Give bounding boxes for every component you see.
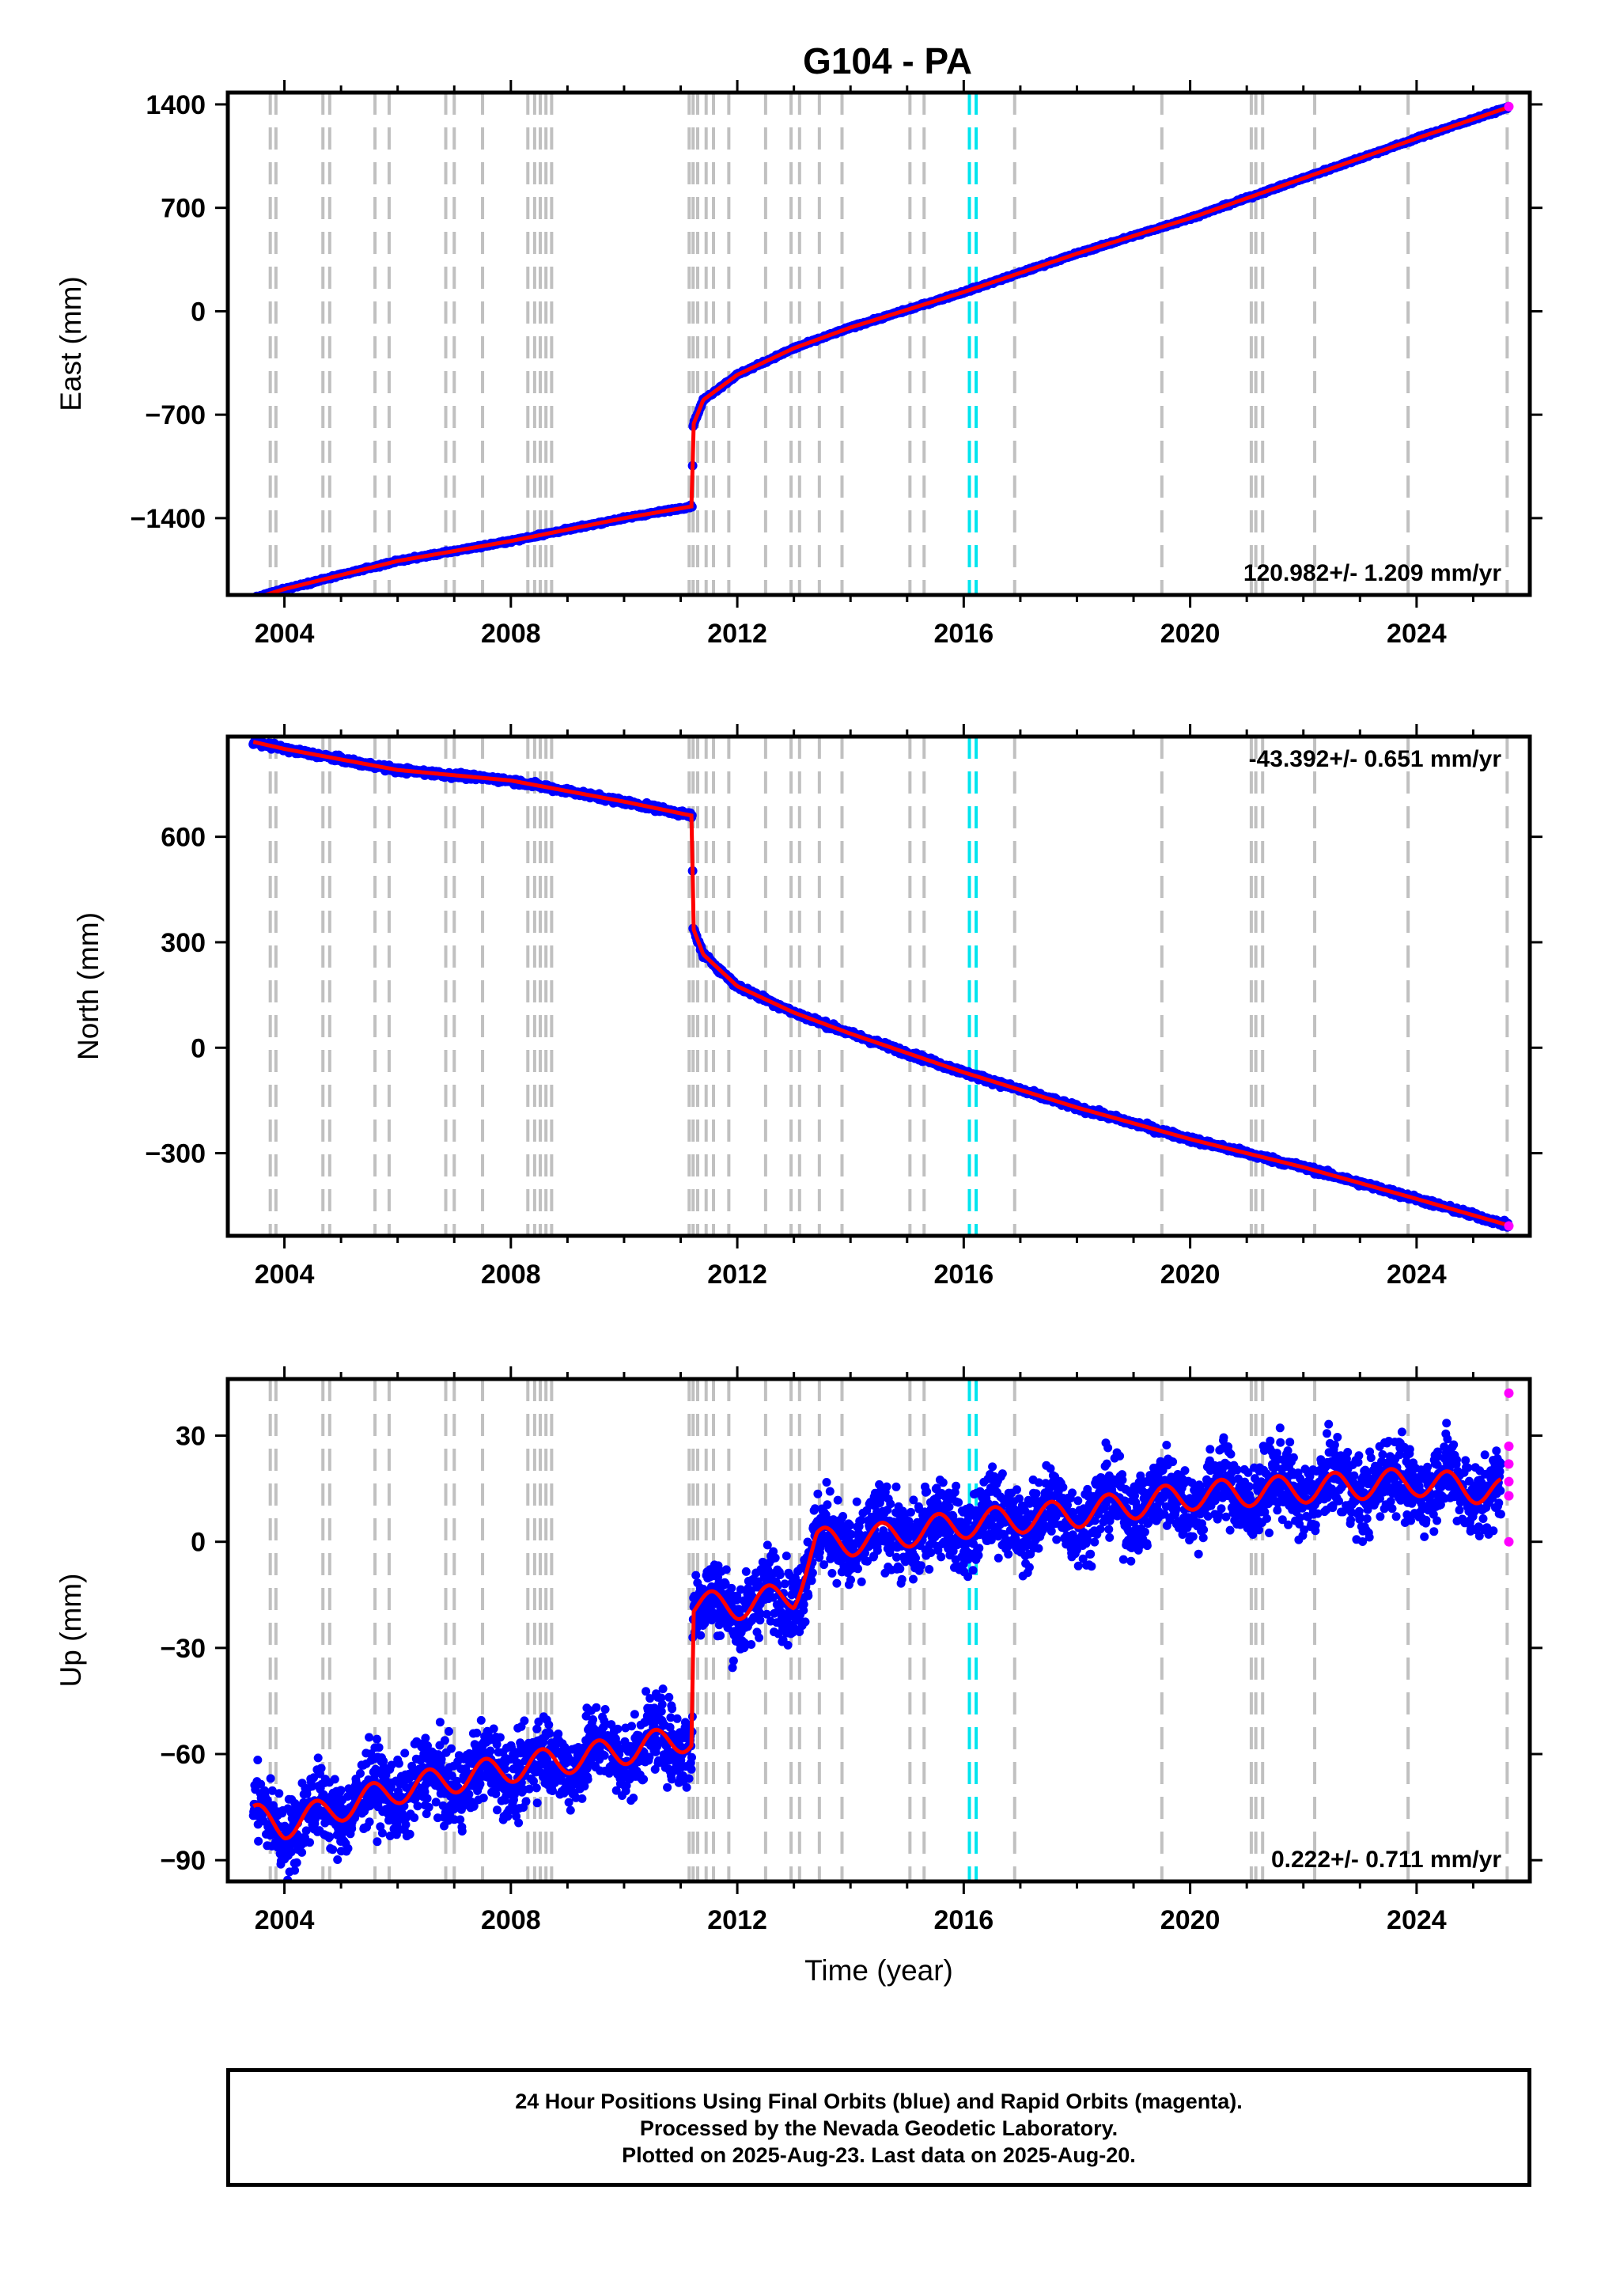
rapid-orbit-point-0 (1504, 1536, 1514, 1547)
rapid-orbit-point-0 (1504, 101, 1514, 112)
panels: 2004 2008 2012 2016 2020 2024 −1400 −700 0 700 140… (55, 80, 1542, 1987)
x-tick-label-2024: 2024 (1387, 1905, 1447, 1935)
panel-up: 2004 2008 2012 2016 2020 2024 −90 −60 −30 0 30 Up (… (55, 1366, 1542, 1987)
x-tick-label-2012: 2012 (707, 1905, 767, 1935)
x-tick-label-2008: 2008 (481, 1905, 541, 1935)
rapid-orbit-point-1 (1504, 1491, 1514, 1501)
x-tick-label-2024: 2024 (1387, 619, 1447, 649)
y-axis-label: East (mm) (55, 276, 87, 411)
panel-east: 2004 2008 2012 2016 2020 2024 −1400 −700 0 700 140… (55, 80, 1542, 649)
plot-frame (225, 1377, 1532, 1884)
x-tick-label-2020: 2020 (1160, 619, 1221, 649)
footer-box: 24 Hour Positions Using Final Orbits (bl… (226, 2068, 1531, 2187)
y-tick-label--1400: −1400 (131, 504, 206, 534)
y-tick-label--300: −300 (145, 1139, 206, 1169)
y-tick-label--90: −90 (160, 1846, 206, 1876)
rapid-orbit-point-0 (1504, 1221, 1514, 1231)
x-tick-label-2016: 2016 (934, 1905, 994, 1935)
rate-annotation: 120.982+/- 1.209 mm/yr (1243, 560, 1501, 586)
y-tick-label-300: 300 (161, 928, 206, 958)
final-orbits-points (249, 101, 1513, 595)
x-tick-label-2016: 2016 (934, 619, 994, 649)
y-tick-label-700: 700 (161, 194, 206, 224)
x-tick-label-2020: 2020 (1160, 1260, 1221, 1290)
x-tick-label-2012: 2012 (707, 1260, 767, 1290)
x-tick-label-2008: 2008 (481, 619, 541, 649)
plot-area (249, 93, 1514, 595)
x-tick-label-2020: 2020 (1160, 1905, 1221, 1935)
final-orbits-points (248, 737, 1513, 1232)
rapid-orbit-point-4 (1504, 1441, 1514, 1451)
x-tick-label-2016: 2016 (934, 1260, 994, 1290)
y-tick-label-30: 30 (176, 1422, 206, 1452)
y-axis-label: Up (mm) (55, 1574, 87, 1688)
y-tick-label-0: 0 (191, 1033, 206, 1063)
rate-annotation: -43.392+/- 0.651 mm/yr (1249, 746, 1502, 772)
y-tick-label-1400: 1400 (146, 90, 206, 120)
y-tick-label-600: 600 (161, 823, 206, 853)
x-tick-label-2004: 2004 (255, 1905, 315, 1935)
x-tick-label-2024: 2024 (1387, 1260, 1447, 1290)
x-tick-label-2008: 2008 (481, 1260, 541, 1290)
model-fit-line (252, 740, 1508, 1227)
final-orbits-points (248, 1419, 1506, 1881)
y-axis-label: North (mm) (72, 912, 104, 1060)
model-fit-line (258, 105, 1508, 595)
y-tick-label-0: 0 (191, 297, 206, 327)
rapid-orbit-point-2 (1504, 1476, 1514, 1487)
x-tick-label-2004: 2004 (255, 1260, 315, 1290)
plot-frame (225, 90, 1532, 597)
chart-title: G104 - PA (803, 40, 972, 81)
rapid-orbit-point-5 (1504, 1388, 1514, 1398)
plot-frame (225, 734, 1532, 1238)
x-axis-label: Time (year) (804, 1954, 953, 1987)
plot-area (248, 737, 1514, 1236)
footer-line-3: Plotted on 2025-Aug-23. Last data on 202… (622, 2143, 1136, 2167)
y-tick-label--60: −60 (160, 1740, 206, 1770)
rate-annotation: 0.222+/- 0.711 mm/yr (1271, 1847, 1501, 1873)
footer-line-1: 24 Hour Positions Using Final Orbits (bl… (515, 2090, 1243, 2113)
y-tick-label--30: −30 (160, 1634, 206, 1664)
x-tick-label-2004: 2004 (255, 619, 315, 649)
rapid-orbit-point-3 (1504, 1459, 1514, 1469)
footer-line-2: Processed by the Nevada Geodetic Laborat… (639, 2116, 1118, 2140)
panel-north: 2004 2008 2012 2016 2020 2024 −300 0 300 600 North… (72, 724, 1542, 1290)
plot-area (248, 1379, 1514, 1881)
model-fit-line (252, 1467, 1502, 1841)
y-tick-label--700: −700 (145, 400, 206, 430)
y-tick-label-0: 0 (191, 1528, 206, 1558)
x-tick-label-2012: 2012 (707, 619, 767, 649)
